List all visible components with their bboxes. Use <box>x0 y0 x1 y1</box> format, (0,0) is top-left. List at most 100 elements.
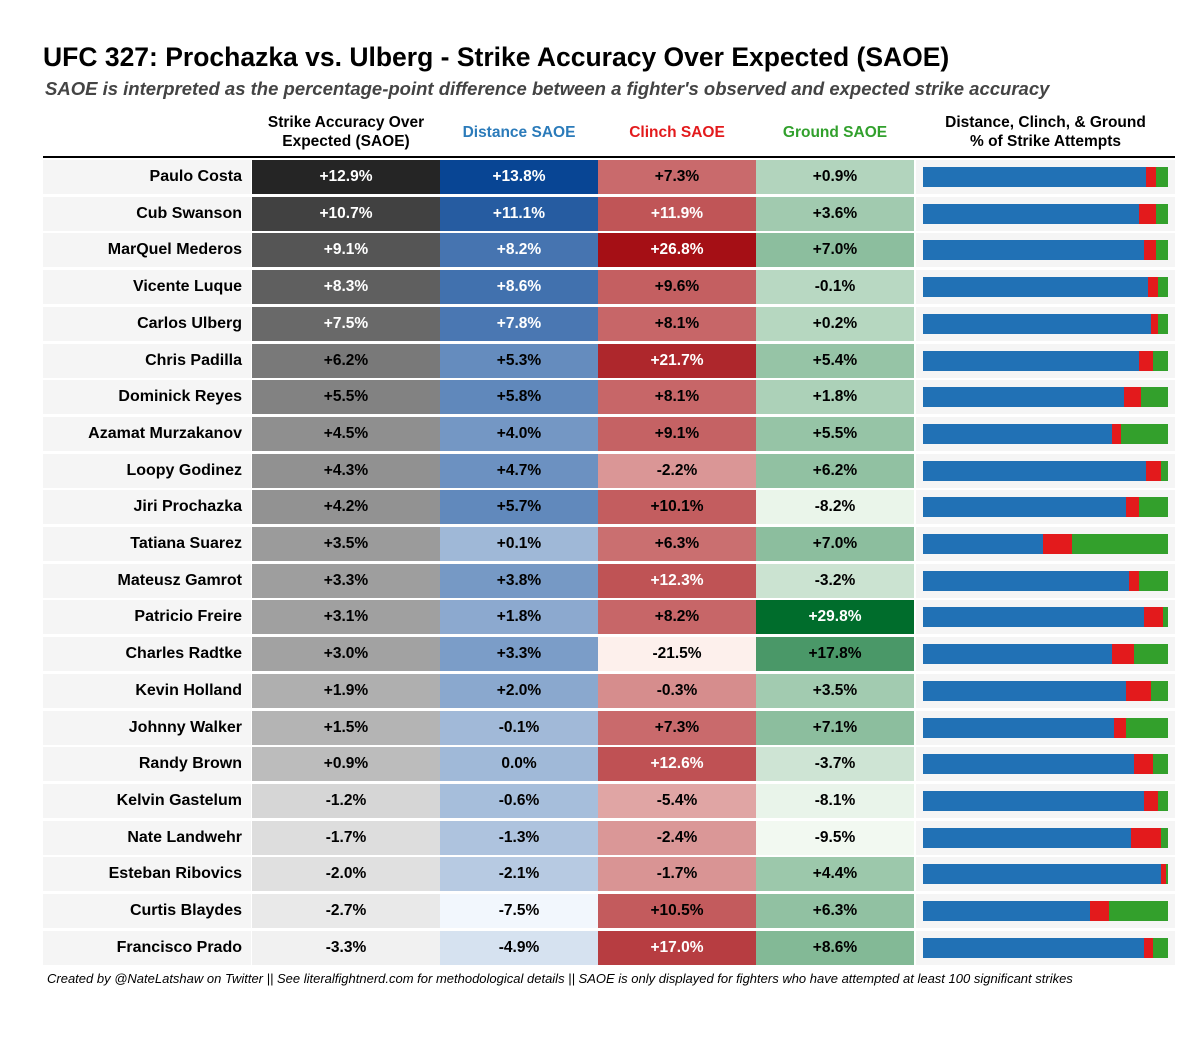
strike-distribution-bar <box>923 570 1168 591</box>
fighter-name: Paulo Costa <box>43 160 251 194</box>
ground-segment <box>1160 827 1168 848</box>
chart-title: UFC 327: Prochazka vs. Ulberg - Strike A… <box>43 42 950 72</box>
distance-segment <box>923 790 1144 811</box>
clinch-saoe-cell: +11.9% <box>598 196 756 231</box>
clinch-segment <box>1126 680 1151 701</box>
overall-saoe-cell: +10.7% <box>252 196 440 231</box>
ground-segment <box>1158 277 1168 298</box>
strike-distribution-bar <box>923 827 1168 848</box>
overall-saoe-cell: +3.1% <box>252 600 440 635</box>
clinch-segment <box>1043 534 1073 554</box>
ground-segment <box>1138 497 1168 518</box>
footnote: Created by @NateLatshaw on Twitter || Se… <box>47 971 1073 986</box>
ground-saoe-cell: +6.2% <box>756 453 914 488</box>
clinch-segment <box>1150 313 1159 334</box>
ground-segment <box>1163 607 1168 628</box>
ground-segment <box>1109 901 1168 921</box>
distance-saoe-cell: +11.1% <box>440 196 598 231</box>
ground-saoe-cell: +5.5% <box>756 416 914 451</box>
distance-segment <box>923 167 1146 187</box>
overall-saoe-cell: +9.1% <box>252 233 440 268</box>
table-row: Esteban Ribovics -2.0% -2.1% -1.7% +4.4% <box>43 857 1175 892</box>
table-row: Charles Radtke +3.0% +3.3% -21.5% +17.8% <box>43 637 1175 672</box>
ground-segment <box>1165 864 1168 885</box>
clinch-saoe-cell: -21.5% <box>598 637 756 672</box>
ground-segment <box>1126 717 1168 738</box>
fighter-name: Loopy Godinez <box>43 453 251 488</box>
strike-distribution-bar <box>923 790 1168 811</box>
table-row: Azamat Murzakanov +4.5% +4.0% +9.1% +5.5% <box>43 416 1175 451</box>
fighter-name: MarQuel Mederos <box>43 233 251 268</box>
clinch-segment <box>1111 423 1122 444</box>
header-distance-saoe: Distance SAOE <box>462 123 576 141</box>
fighter-name: Jiri Prochazka <box>43 490 251 525</box>
fighter-name: Nate Landwehr <box>43 820 251 855</box>
ground-saoe-cell: -0.1% <box>756 270 914 305</box>
overall-saoe-cell: +5.5% <box>252 380 440 415</box>
ground-segment <box>1155 167 1168 187</box>
clinch-saoe-cell: -1.7% <box>598 857 756 892</box>
overall-saoe-cell: +3.0% <box>252 637 440 672</box>
table-row: Chris Padilla +6.2% +5.3% +21.7% +5.4% <box>43 343 1175 378</box>
clinch-saoe-cell: +17.0% <box>598 930 756 965</box>
distance-segment <box>923 387 1124 408</box>
overall-saoe-cell: -1.2% <box>252 783 440 818</box>
strike-distribution-bar <box>923 644 1168 665</box>
ground-saoe-cell: +0.9% <box>756 160 914 194</box>
table-row: Cub Swanson +10.7% +11.1% +11.9% +3.6% <box>43 196 1175 231</box>
strike-distribution-bar <box>923 534 1168 554</box>
clinch-segment <box>1143 240 1156 261</box>
table-row: Johnny Walker +1.5% -0.1% +7.3% +7.1% <box>43 710 1175 745</box>
table-row: Francisco Prado -3.3% -4.9% +17.0% +8.6% <box>43 930 1175 965</box>
distance-segment <box>923 350 1139 371</box>
fighter-name: Cub Swanson <box>43 196 251 231</box>
overall-saoe-cell: -2.0% <box>252 857 440 892</box>
ground-segment <box>1121 423 1168 444</box>
distance-saoe-cell: +5.8% <box>440 380 598 415</box>
distance-segment <box>923 827 1132 848</box>
distance-segment <box>923 937 1144 958</box>
ground-saoe-cell: +29.8% <box>756 600 914 635</box>
distance-saoe-cell: +4.0% <box>440 416 598 451</box>
fighter-name: Patricio Freire <box>43 600 251 635</box>
ground-saoe-cell: -3.2% <box>756 563 914 598</box>
strike-distribution-bar <box>923 460 1168 481</box>
distance-saoe-cell: +8.6% <box>440 270 598 305</box>
clinch-saoe-cell: +21.7% <box>598 343 756 378</box>
clinch-saoe-cell: +7.3% <box>598 710 756 745</box>
chart-subtitle: SAOE is interpreted as the percentage-po… <box>45 78 1050 99</box>
ground-segment <box>1133 644 1168 665</box>
strike-distribution-bar <box>923 167 1168 187</box>
table-row: Kelvin Gastelum -1.2% -0.6% -5.4% -8.1% <box>43 783 1175 818</box>
clinch-segment <box>1160 864 1166 885</box>
ground-saoe-cell: +3.6% <box>756 196 914 231</box>
ground-saoe-cell: +6.3% <box>756 894 914 928</box>
strike-distribution-bar <box>923 423 1168 444</box>
overall-saoe-cell: +12.9% <box>252 160 440 194</box>
overall-saoe-cell: +1.9% <box>252 673 440 708</box>
clinch-segment <box>1143 607 1164 628</box>
table-row: Nate Landwehr -1.7% -1.3% -2.4% -9.5% <box>43 820 1175 855</box>
distance-segment <box>923 570 1129 591</box>
table-row: Curtis Blaydes -2.7% -7.5% +10.5% +6.3% <box>43 894 1175 928</box>
table-row: Paulo Costa +12.9% +13.8% +7.3% +0.9% <box>43 160 1175 194</box>
strike-distribution-bar <box>923 497 1168 518</box>
overall-saoe-cell: +3.3% <box>252 563 440 598</box>
overall-saoe-cell: +0.9% <box>252 747 440 782</box>
clinch-segment <box>1123 387 1142 408</box>
clinch-segment <box>1138 203 1156 224</box>
ground-saoe-cell: -9.5% <box>756 820 914 855</box>
fighter-name: Johnny Walker <box>43 710 251 745</box>
fighter-name: Azamat Murzakanov <box>43 416 251 451</box>
fighter-name: Vicente Luque <box>43 270 251 305</box>
table-row: Tatiana Suarez +3.5% +0.1% +6.3% +7.0% <box>43 527 1175 561</box>
distance-saoe-cell: -0.1% <box>440 710 598 745</box>
ground-saoe-cell: -3.7% <box>756 747 914 782</box>
clinch-segment <box>1145 460 1161 481</box>
clinch-saoe-cell: +26.8% <box>598 233 756 268</box>
fighter-name: Mateusz Gamrot <box>43 563 251 598</box>
header-rule <box>43 156 1175 158</box>
table-row: Mateusz Gamrot +3.3% +3.8% +12.3% -3.2% <box>43 563 1175 598</box>
ground-segment <box>1155 240 1168 261</box>
distance-saoe-cell: -1.3% <box>440 820 598 855</box>
